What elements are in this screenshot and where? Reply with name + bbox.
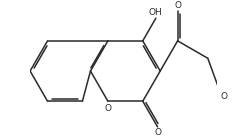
Text: O: O [221,92,228,101]
Text: O: O [174,1,181,10]
Text: O: O [104,104,111,112]
Text: O: O [155,128,162,137]
Text: OH: OH [149,8,163,17]
